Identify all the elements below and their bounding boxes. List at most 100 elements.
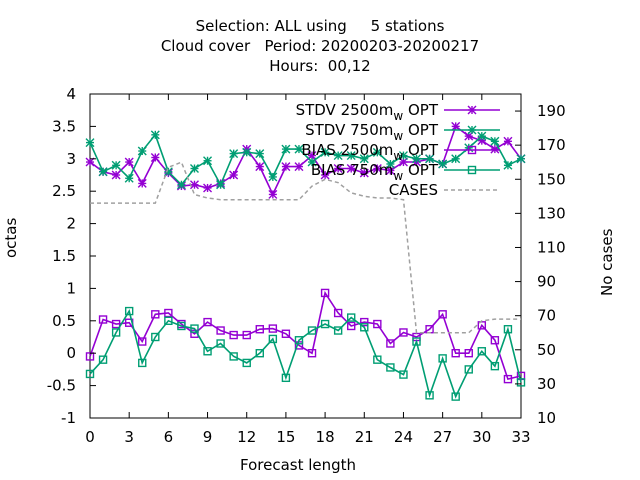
data-point [359,168,369,178]
y2-tick-label: 50 [537,341,556,359]
data-point [307,349,317,358]
data-point [163,167,173,177]
data-point [151,310,160,319]
x-tick-label: 24 [394,428,413,446]
data-point [164,316,173,325]
data-point [294,162,304,172]
data-point [385,159,395,169]
series-1 [85,130,526,190]
data-point [229,149,239,159]
legend-label: BIAS 2500mw OPT [301,141,439,163]
data-point [464,365,473,374]
data-point [412,337,421,346]
data-point [85,138,95,148]
data-point [320,170,330,180]
data-point [360,323,369,332]
data-point [307,157,317,167]
data-point [281,329,291,338]
data-point [151,332,160,342]
data-point [255,149,265,159]
data-point [346,151,356,161]
legend-marker [467,145,477,155]
y2-tick-label: 130 [537,204,566,222]
data-point [268,172,278,182]
legend-label: STDV 2500mw OPT [296,101,439,123]
data-point [203,317,212,327]
data-point [477,131,487,141]
data-point [360,317,369,327]
data-point [229,170,239,180]
data-point [124,173,134,183]
data-point [425,391,434,400]
data-point [255,349,264,358]
data-point [359,154,369,164]
data-point [268,189,278,199]
data-point [373,319,382,329]
data-point [503,136,513,146]
x-tick-label: 15 [276,428,295,446]
series-line [89,290,522,381]
series-layer [85,121,526,401]
y-tick-label: 2 [66,215,76,233]
data-point [451,154,461,164]
data-point [451,392,460,401]
y2-tick-label: 110 [537,238,566,256]
chart-title-line-2: Cloud cover Period: 20200203-20200217 [160,37,480,55]
y-tick-label: 1.5 [52,247,76,265]
data-point [347,313,356,322]
data-point [399,370,408,379]
data-point [255,162,265,172]
data-point [85,157,95,167]
data-point [111,160,121,170]
data-point [268,324,278,333]
x-tick-label: 12 [237,428,256,446]
data-point [320,319,330,329]
y-tick-label: 3.5 [52,117,76,135]
data-point [372,147,382,157]
data-point [333,164,343,174]
data-point [124,306,134,316]
x-tick-label: 6 [164,428,174,446]
data-point [398,157,408,167]
data-point [372,164,382,174]
y2-tick-label: 30 [537,375,556,393]
data-point [490,136,500,146]
y2-tick-label: 150 [537,170,566,188]
data-point [477,321,487,330]
x-tick-label: 18 [316,428,335,446]
data-point [438,354,447,363]
data-point [242,358,251,368]
data-point [281,373,291,383]
data-point [255,325,264,334]
series-4 [90,161,521,334]
legend-label: CASES [389,181,438,199]
data-point [516,378,526,387]
data-point [164,308,173,318]
data-point [451,121,461,131]
data-point [177,321,186,331]
series-line [89,133,522,187]
data-point [307,326,317,335]
x-tick-label: 21 [355,428,374,446]
data-point [516,154,526,164]
data-point [85,369,95,379]
data-point [111,170,121,180]
chart-title-line-1: Selection: ALL using 5 stations [195,17,445,35]
data-point [385,165,395,175]
series-line [89,125,522,197]
data-point [503,160,513,170]
data-point [399,328,408,337]
legend-marker [467,165,477,175]
data-point [320,147,330,157]
data-point [242,147,252,157]
data-point [398,151,408,161]
y2-tick-label: 70 [537,307,556,325]
data-point [281,144,291,154]
data-point [189,180,199,190]
series-2 [85,288,526,384]
data-point [333,151,343,161]
data-point [503,325,513,334]
y-tick-label: 3 [66,150,76,168]
